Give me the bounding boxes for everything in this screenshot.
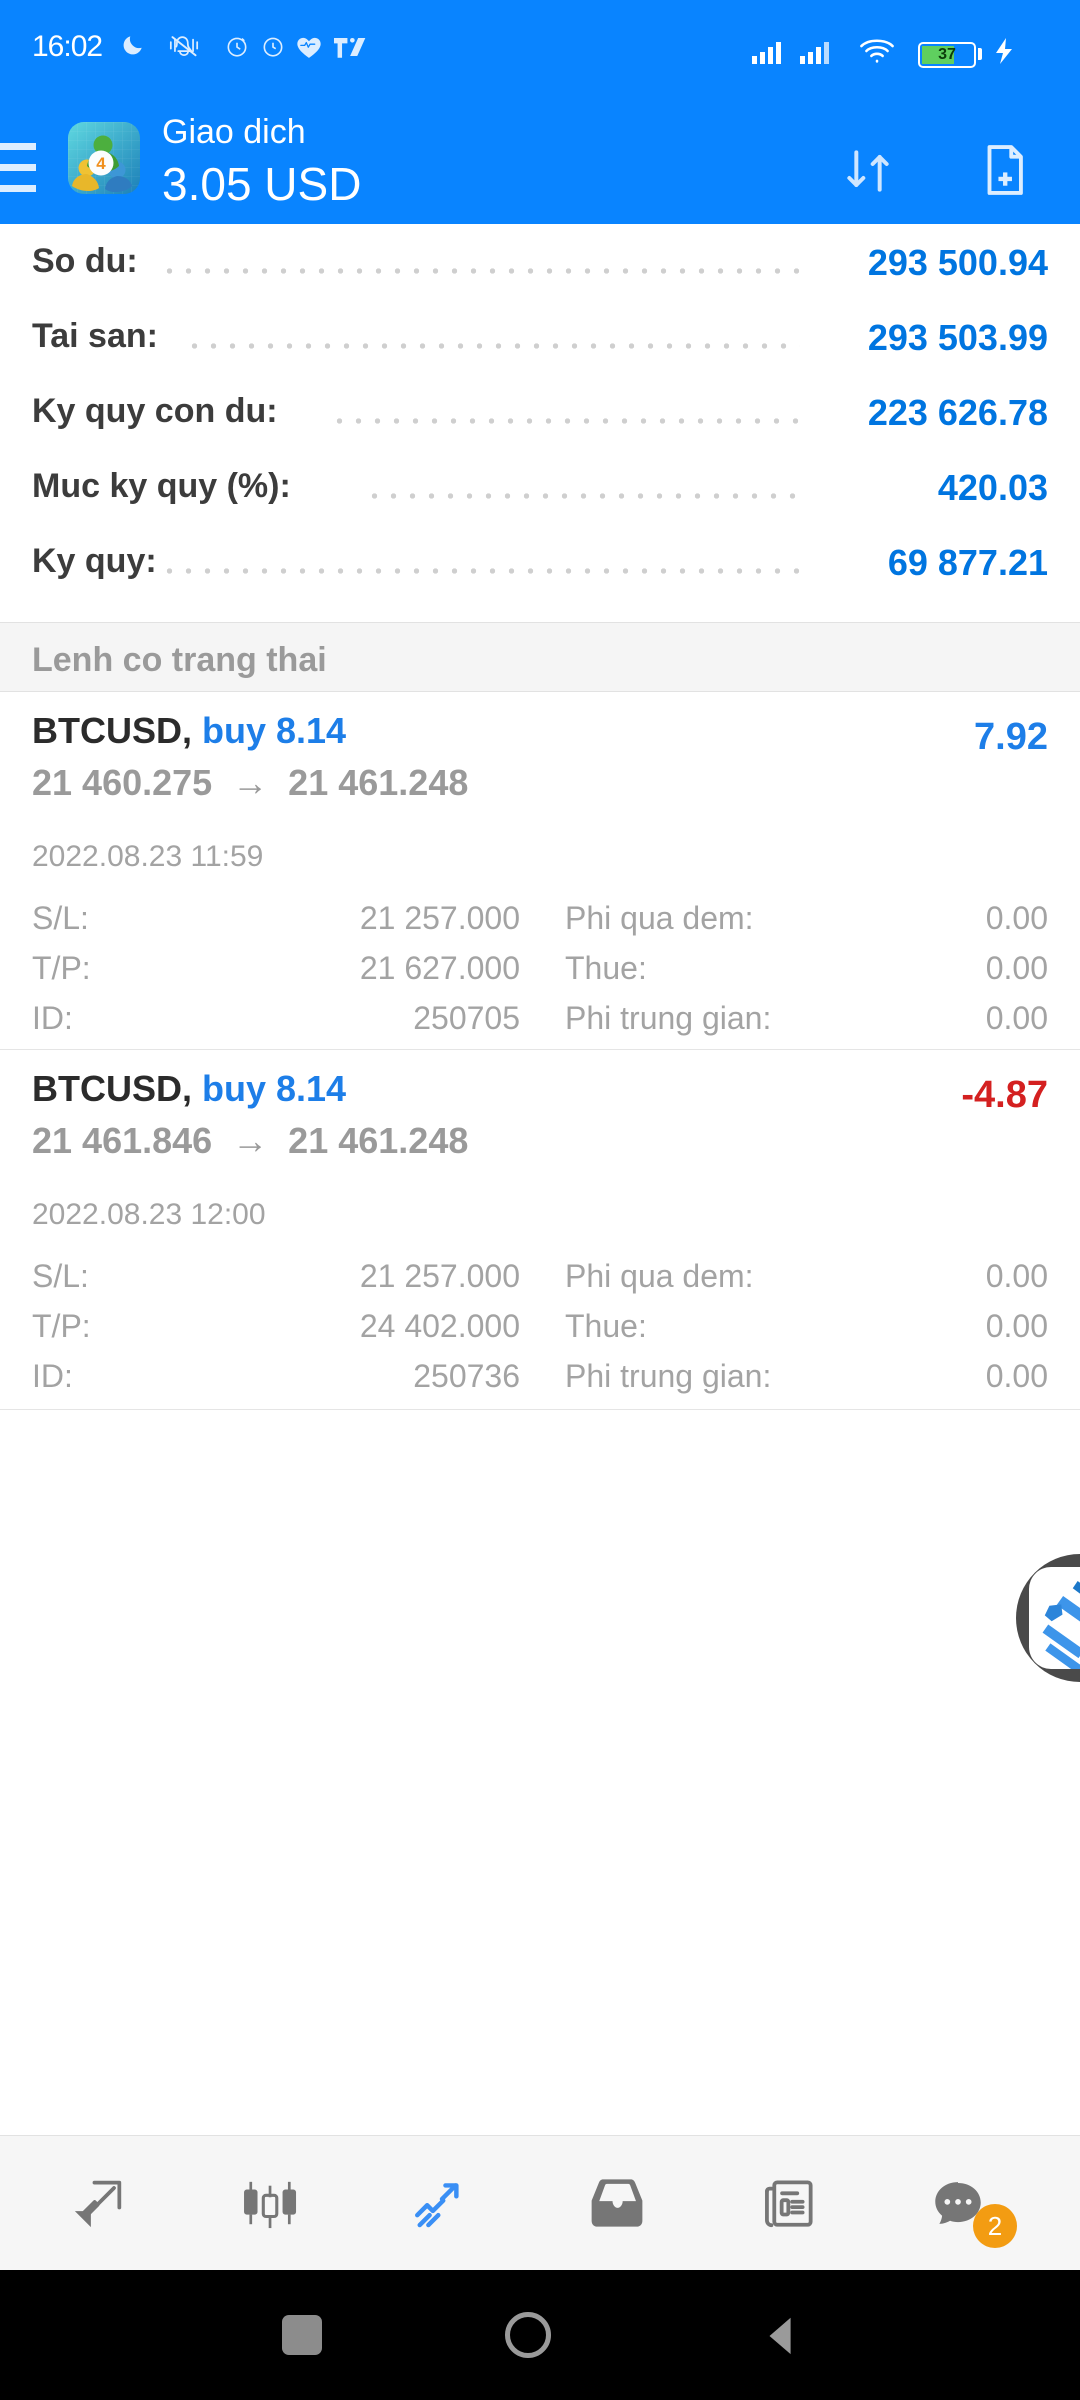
svg-text:4: 4 (96, 154, 106, 173)
